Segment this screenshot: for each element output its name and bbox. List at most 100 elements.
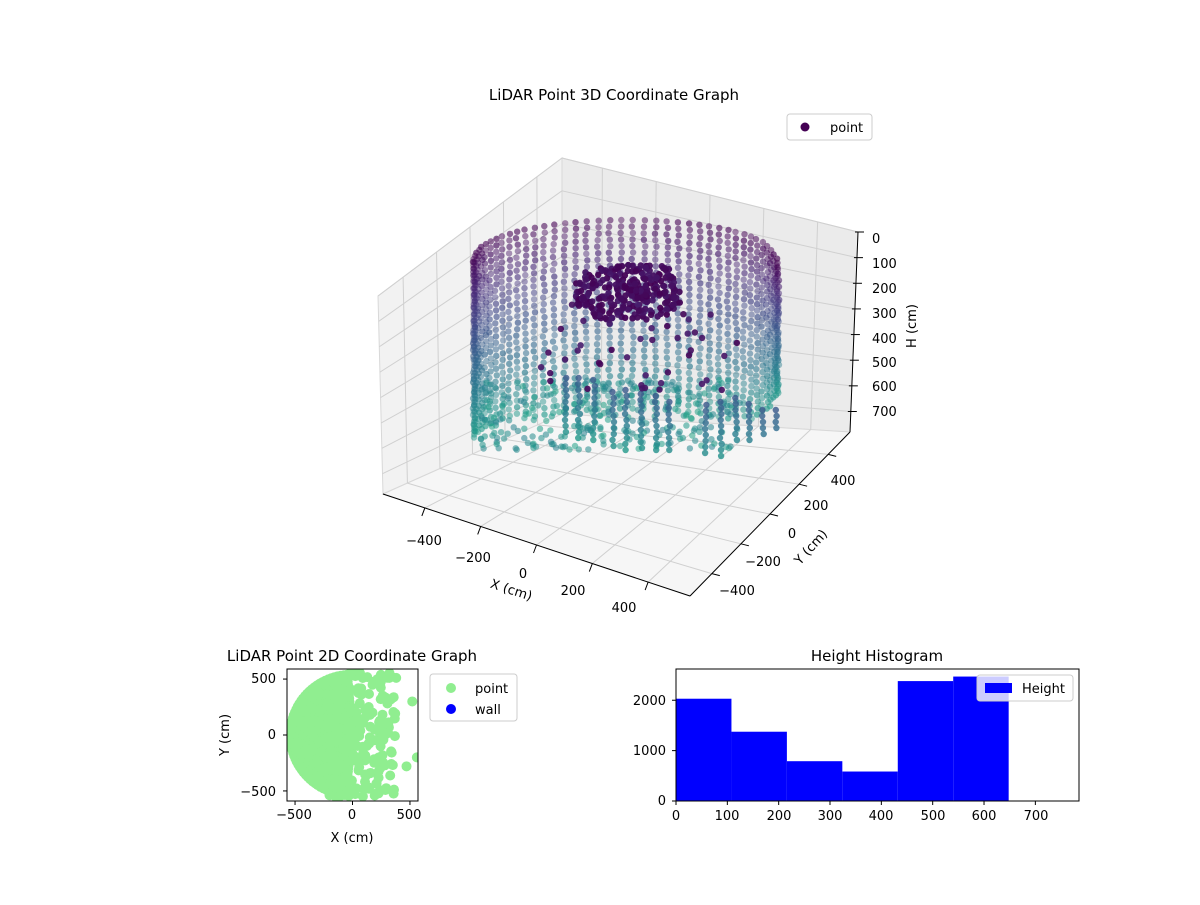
data-point: [532, 237, 539, 244]
data-point: [629, 398, 636, 406]
data-point: [674, 392, 682, 400]
data-point: [753, 281, 760, 288]
data-point: [610, 430, 617, 438]
data-point: [583, 250, 590, 257]
data-point: [561, 233, 568, 240]
data-point: [553, 402, 561, 410]
data-point: [540, 352, 547, 360]
data-point: [707, 366, 714, 373]
data-point: [618, 333, 625, 341]
data-point: [652, 416, 659, 424]
y-tick: [798, 483, 808, 487]
data-point: [522, 336, 529, 344]
data-point: [638, 408, 645, 416]
data-point: [346, 775, 357, 786]
data-point: [740, 387, 747, 394]
data-point: [474, 376, 482, 384]
data-point: [551, 234, 558, 241]
histogram-bar: [897, 681, 954, 801]
data-point: [629, 405, 636, 412]
data-point: [774, 264, 781, 271]
data-point: [491, 287, 499, 294]
data-point: [715, 341, 723, 349]
x-tick-label: 600: [972, 809, 997, 824]
data-point: [739, 328, 747, 335]
data-point: [606, 334, 614, 341]
data-point: [493, 268, 500, 275]
data-point: [741, 231, 748, 238]
data-point: [343, 790, 354, 801]
data-point: [589, 280, 596, 287]
data-point: [478, 308, 486, 316]
data-point: [522, 271, 529, 279]
data-point: [725, 324, 732, 331]
data-point: [615, 380, 622, 387]
data-point: [356, 689, 367, 700]
data-point: [748, 304, 755, 312]
data-point: [758, 290, 765, 298]
data-point: [335, 780, 346, 791]
data-point: [727, 443, 734, 450]
gridline: [378, 190, 563, 322]
data-point: [666, 422, 674, 430]
data-point: [616, 270, 624, 277]
data-point: [686, 226, 694, 234]
data-point: [703, 413, 710, 421]
data-point: [733, 339, 741, 347]
data-point: [748, 376, 755, 383]
data-point: [594, 367, 601, 374]
data-point: [746, 350, 754, 357]
data-point: [754, 352, 761, 360]
data-point: [758, 388, 765, 395]
x-tick-label: 700: [1024, 809, 1049, 824]
z-tick-label: 0: [872, 232, 880, 247]
data-point: [575, 302, 583, 309]
data-point: [531, 322, 538, 329]
data-point: [695, 273, 703, 280]
data-point: [674, 349, 682, 356]
data-point: [686, 291, 693, 299]
z-tick-label: 700: [872, 405, 897, 420]
data-point: [725, 363, 732, 370]
data-point: [733, 412, 740, 420]
data-point: [532, 257, 539, 264]
data-point: [561, 356, 569, 363]
data-point: [641, 275, 648, 282]
data-point: [748, 389, 755, 396]
data-point: [591, 311, 598, 318]
data-point: [474, 298, 481, 306]
data-point: [531, 394, 538, 401]
data-point: [595, 295, 603, 302]
data-point: [605, 230, 612, 237]
data-point: [759, 406, 766, 414]
data-point: [334, 736, 345, 747]
data-point: [351, 707, 362, 718]
data-point: [697, 371, 704, 378]
data-point: [492, 398, 499, 405]
data-point: [577, 287, 585, 295]
data-point: [629, 229, 637, 237]
data-point: [560, 278, 568, 285]
data-point: [642, 243, 649, 250]
data-point: [607, 299, 614, 306]
data-point: [572, 336, 579, 343]
data-point: [500, 400, 508, 407]
data-point: [733, 261, 740, 268]
data-point: [637, 438, 644, 446]
data-point: [753, 391, 761, 399]
data-point: [661, 283, 668, 290]
data-point: [652, 237, 659, 244]
data-point: [774, 322, 781, 329]
data-point: [618, 359, 625, 367]
data-point: [541, 411, 548, 418]
data-point: [628, 223, 635, 230]
data-point: [685, 402, 692, 409]
x-tick-label: 0: [672, 809, 680, 824]
data-point: [507, 367, 514, 374]
data-point: [770, 251, 777, 258]
data-point: [623, 354, 631, 361]
data-point: [521, 323, 528, 331]
data-point: [521, 356, 529, 363]
data-point: [766, 331, 774, 338]
